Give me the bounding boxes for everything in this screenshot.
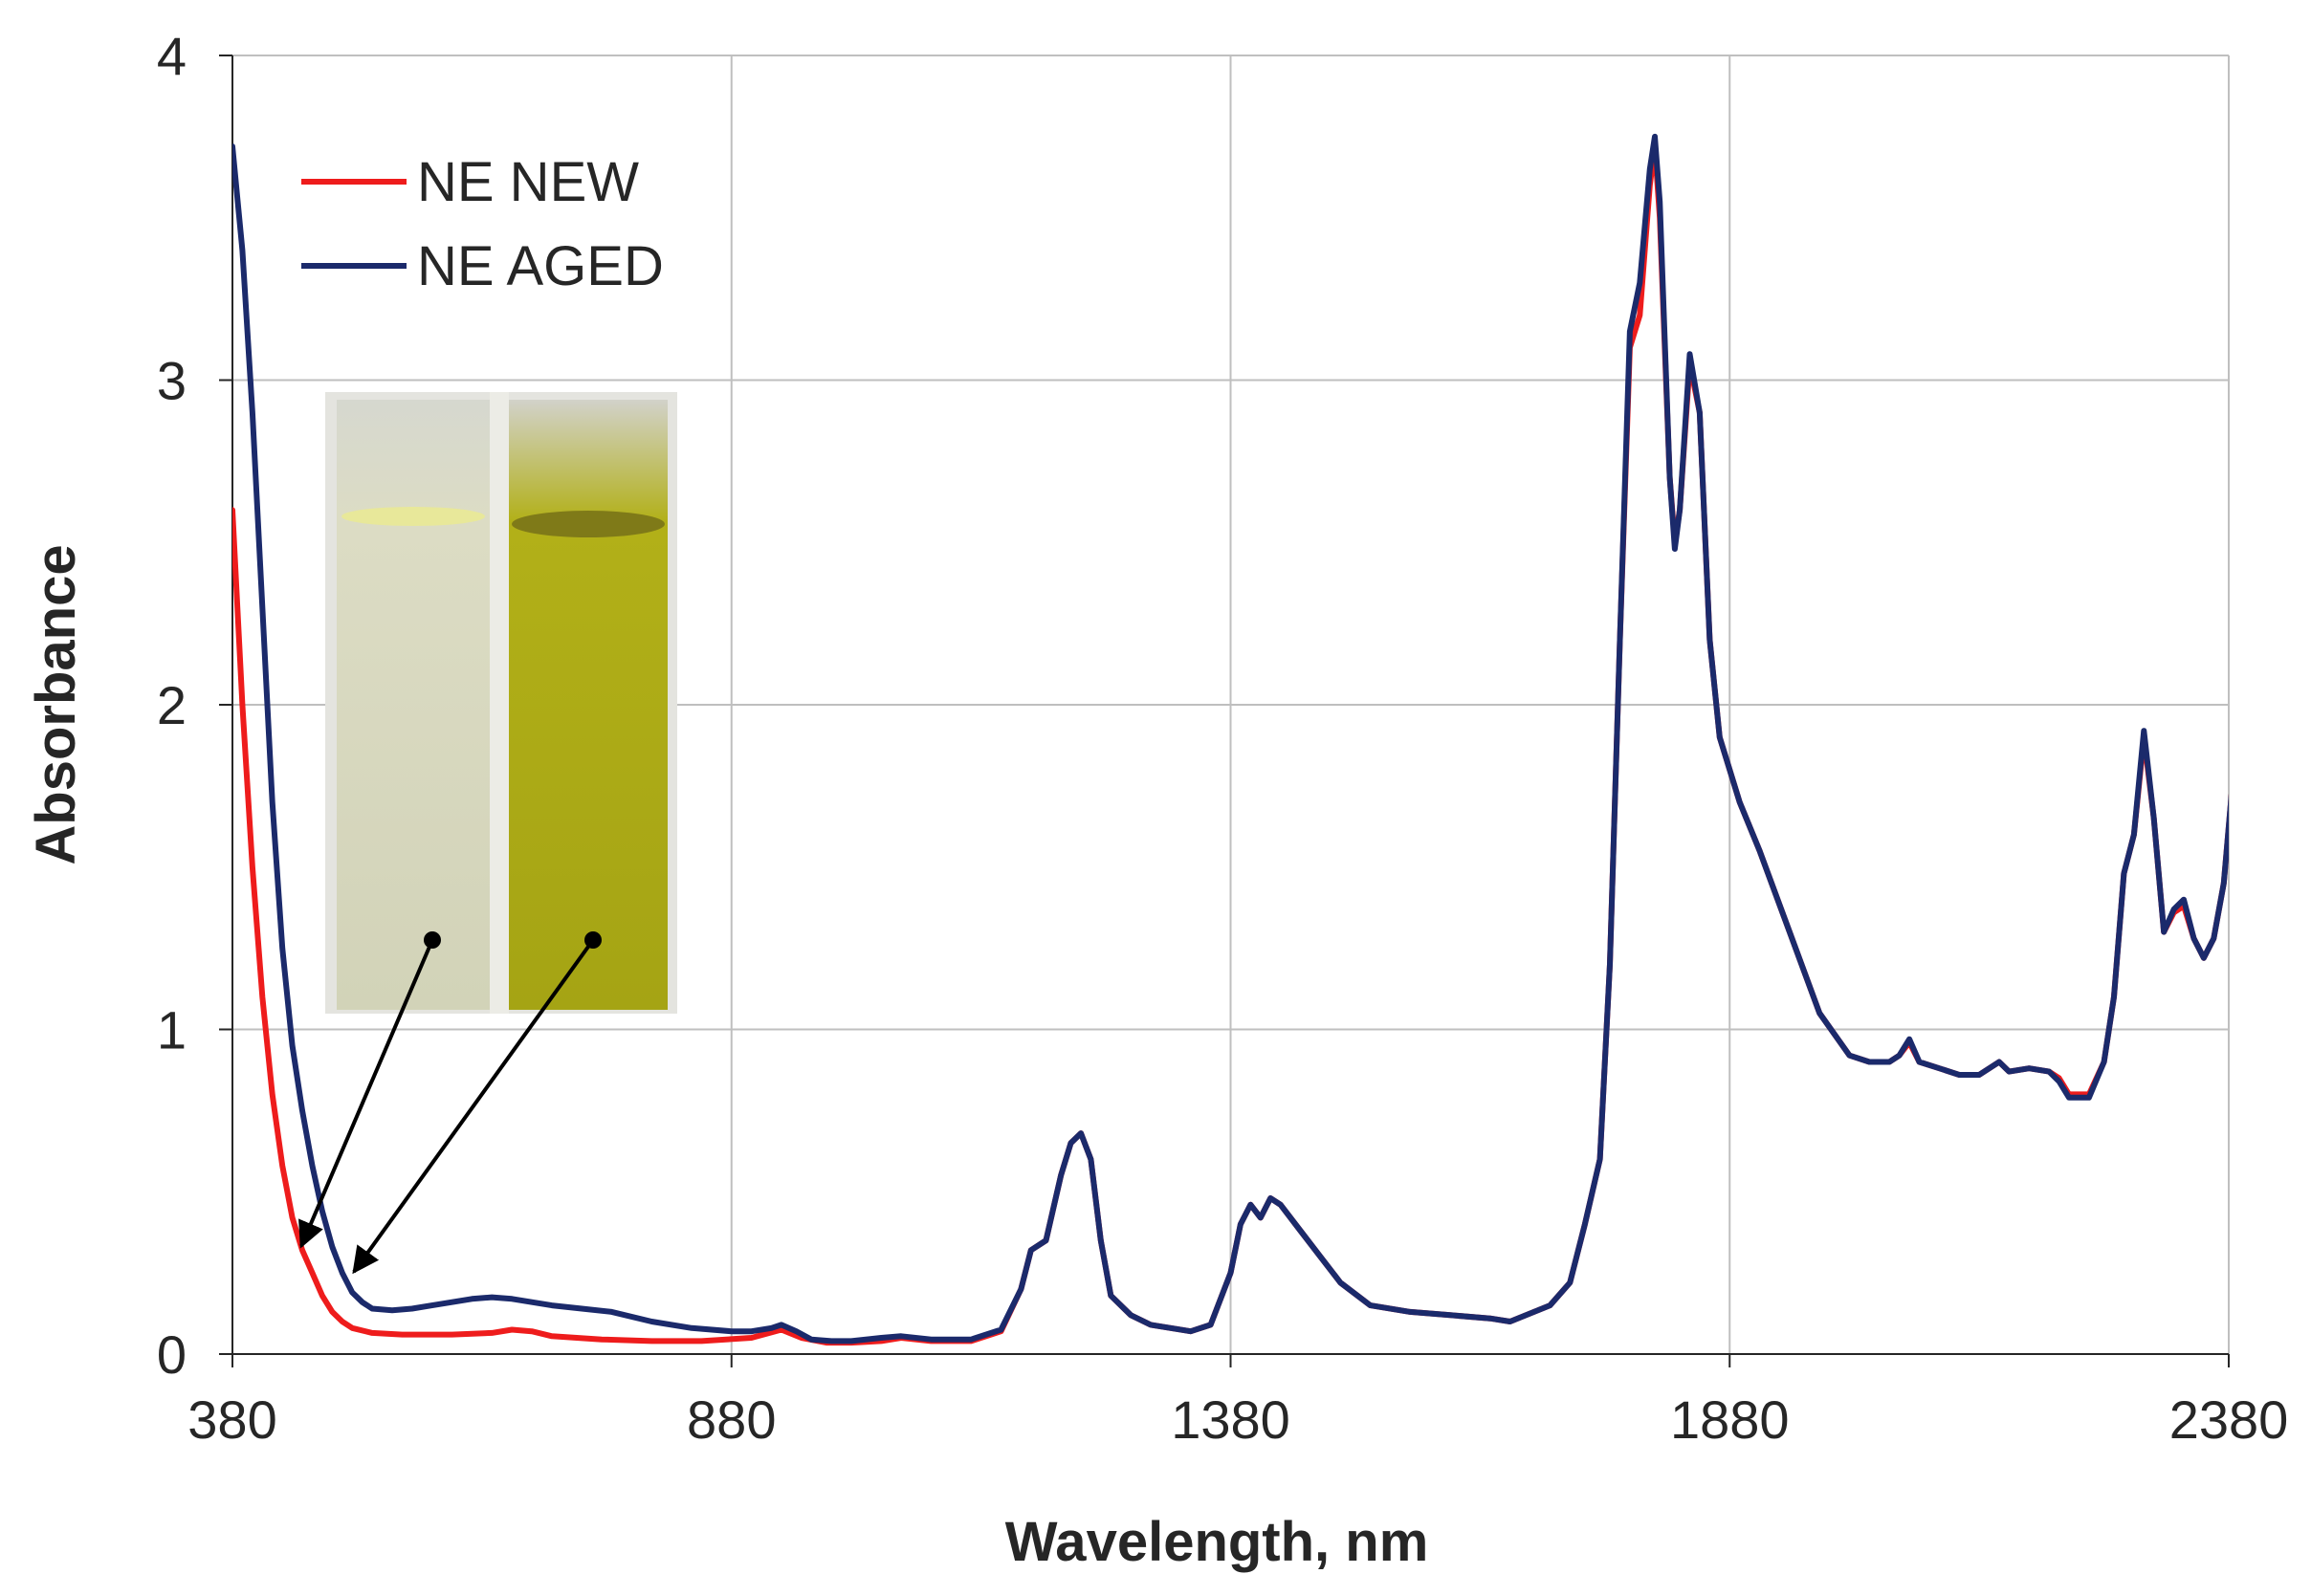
x-tick-label-380: 380 bbox=[187, 1389, 276, 1450]
series-line-ne-aged bbox=[232, 133, 2229, 1345]
meniscus-new bbox=[341, 507, 485, 526]
legend-label-ne-aged: NE AGED bbox=[417, 235, 664, 297]
y-tick-label-4: 4 bbox=[157, 26, 187, 86]
tick-labels: 380 880 1380 1880 2380 0 1 2 3 4 bbox=[157, 26, 2288, 1450]
cuvette-divider bbox=[490, 392, 509, 1014]
y-tick-label-2: 2 bbox=[157, 675, 187, 735]
legend-label-ne-new: NE NEW bbox=[417, 151, 639, 213]
x-tick-label-2380: 2380 bbox=[2169, 1389, 2289, 1450]
x-tick-label-1880: 1880 bbox=[1670, 1389, 1790, 1450]
arrow-to-aged-curve bbox=[352, 938, 595, 1275]
cuvette-new bbox=[337, 400, 490, 1010]
x-tick-label-880: 880 bbox=[687, 1389, 776, 1450]
inset-arrows bbox=[298, 938, 595, 1275]
meniscus-aged bbox=[512, 511, 665, 537]
y-axis-title: Absorbance bbox=[25, 544, 87, 864]
legend: NE NEW NE AGED bbox=[301, 151, 664, 297]
y-tick-label-0: 0 bbox=[157, 1324, 187, 1385]
y-tick-label-1: 1 bbox=[157, 1000, 187, 1060]
y-tick-label-3: 3 bbox=[157, 351, 187, 411]
cuvette-photo-inset bbox=[325, 392, 677, 1014]
x-axis-title: Wavelength, nm bbox=[1005, 1511, 1429, 1573]
axes bbox=[219, 55, 2230, 1367]
cuvette-aged bbox=[509, 400, 668, 1010]
arrow-to-new-curve bbox=[298, 939, 434, 1249]
x-tick-label-1380: 1380 bbox=[1171, 1389, 1290, 1450]
series-lines bbox=[232, 133, 2229, 1346]
